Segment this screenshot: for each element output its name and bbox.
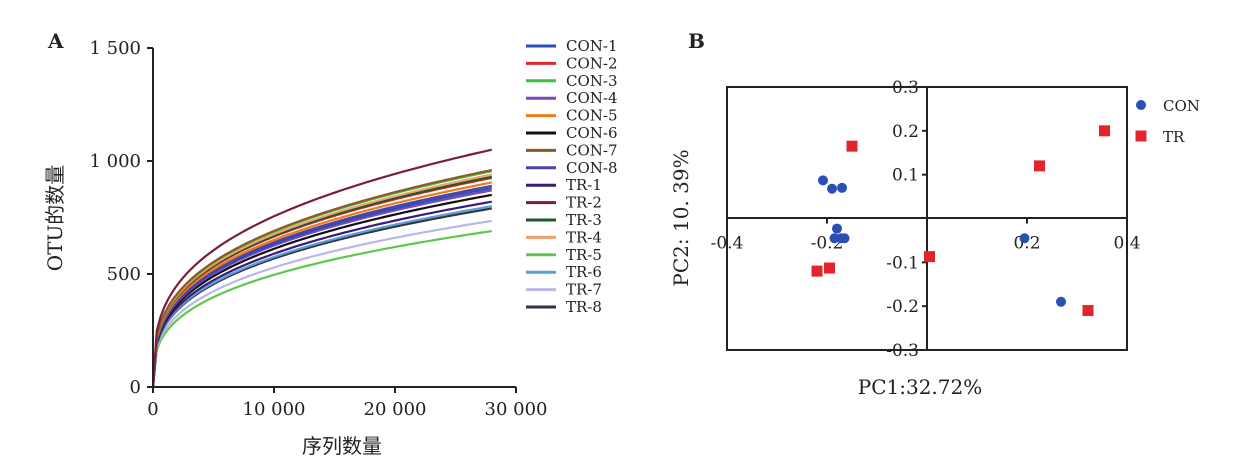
- legend-label-tr-6: TR-6: [566, 263, 602, 281]
- legend-label-con-3: CON-3: [566, 72, 618, 90]
- panel-a-y-axis-title: OTU的数量: [43, 165, 67, 272]
- legend-label-tr-1: TR-1: [566, 176, 602, 194]
- curve-tr-6: [151, 205, 492, 388]
- curve-tr-7: [151, 219, 492, 388]
- panel-a-y-ticks: 0 500 1 000 1 500: [89, 38, 153, 398]
- panel-a-y-tick-label: 0: [130, 377, 141, 398]
- panel-b-y-ticks: 0.3 0.2 0.1 -0.1 -0.2 -0.3: [886, 78, 927, 361]
- legend-label-con-1: CON-1: [566, 37, 618, 55]
- panel-a-y-tick-label: 1 500: [89, 38, 141, 59]
- legend-label-con: CON: [1163, 97, 1200, 115]
- legend-label-con-6: CON-6: [566, 124, 618, 142]
- panel-b-legend: CON TR: [1135, 97, 1200, 146]
- panel-b-y-tick-label: 0.3: [892, 78, 919, 98]
- legend-label-tr-8: TR-8: [566, 298, 602, 316]
- panel-a-x-axis-title: 序列数量: [302, 434, 382, 458]
- panel-b-y-tick-label: -0.2: [886, 297, 919, 317]
- panel-a-label: A: [47, 29, 64, 53]
- point-con: [827, 183, 837, 194]
- curve-con-7: [151, 168, 493, 388]
- legend-label-con-5: CON-5: [566, 107, 618, 125]
- panel-a-y-tick-label: 1 000: [89, 151, 141, 172]
- panel-b-y-tick-label: -0.3: [886, 341, 919, 361]
- panel-a-rarefaction-chart: A 0 500 1 000 1 500 0 10 000 20 000 30 000 OTU…: [43, 29, 618, 458]
- legend-label-con-7: CON-7: [566, 141, 618, 159]
- point-tr: [846, 140, 858, 152]
- point-con: [832, 223, 842, 234]
- panel-b-y-tick-label: 0.2: [892, 122, 919, 142]
- panel-b-y-axis-title: PC2: 10. 39%: [669, 149, 693, 286]
- panel-b-pca-chart: B 0.3 0.2 0.1 -0.1 -0.2 -0.3 -0.4 -0.2 0.2 0.4 P…: [669, 29, 1200, 399]
- point-con: [818, 175, 828, 186]
- curve-con-5: [151, 181, 493, 388]
- curve-con-6: [151, 193, 492, 388]
- legend-label-tr: TR: [1163, 128, 1185, 146]
- legend-label-tr-3: TR-3: [566, 211, 602, 229]
- panel-a-y-tick-label: 500: [107, 264, 141, 285]
- panel-b-points: [811, 125, 1110, 317]
- panel-a-axes: [152, 48, 516, 388]
- panel-a-x-ticks: 0 10 000 20 000 30 000: [147, 387, 547, 420]
- panel-a-curves: [151, 148, 493, 388]
- panel-a-x-tick-label: 30 000: [485, 399, 548, 420]
- panel-a-x-tick-label: 10 000: [243, 399, 306, 420]
- curve-tr-1: [151, 200, 492, 388]
- legend-label-tr-7: TR-7: [566, 281, 602, 299]
- panel-b-x-tick-label: -0.4: [711, 234, 744, 254]
- legend-marker-con: [1136, 100, 1146, 110]
- point-con: [837, 182, 847, 193]
- legend-label-con-4: CON-4: [566, 89, 618, 107]
- legend-marker-tr: [1135, 130, 1147, 142]
- point-tr: [1034, 160, 1045, 172]
- panel-b-y-tick-label: 0.1: [892, 166, 919, 186]
- legend-label-con-2: CON-2: [566, 54, 618, 72]
- legend-label-tr-5: TR-5: [566, 246, 602, 264]
- curve-tr-2: [151, 148, 493, 388]
- point-tr: [1082, 305, 1094, 317]
- panel-a-x-tick-label: 20 000: [364, 399, 427, 420]
- point-tr: [811, 265, 823, 277]
- legend-label-con-8: CON-8: [566, 159, 618, 177]
- legend-label-tr-2: TR-2: [566, 194, 602, 212]
- legend-label-tr-4: TR-4: [566, 228, 602, 246]
- point-con: [1019, 233, 1030, 244]
- panel-b-x-axis-title: PC1:32.72%: [858, 375, 982, 399]
- curve-tr-4: [151, 173, 493, 388]
- point-tr: [924, 251, 935, 263]
- curve-tr-5: [151, 229, 492, 388]
- point-tr: [824, 262, 835, 274]
- panel-b-label: B: [688, 29, 705, 53]
- panel-b-x-tick-label: 0.4: [1113, 234, 1140, 254]
- panel-b-x-ticks: -0.4 -0.2 0.2 0.4: [711, 218, 1141, 254]
- point-tr: [1099, 125, 1110, 137]
- curve-con-8: [151, 184, 493, 388]
- point-con: [839, 233, 850, 244]
- point-con: [1056, 296, 1066, 307]
- panel-a-legend: CON-1CON-2CON-3CON-4CON-5CON-6CON-7CON-8…: [526, 37, 618, 316]
- panel-a-x-tick-label: 0: [147, 399, 158, 420]
- panel-b-y-tick-label: -0.1: [886, 253, 919, 273]
